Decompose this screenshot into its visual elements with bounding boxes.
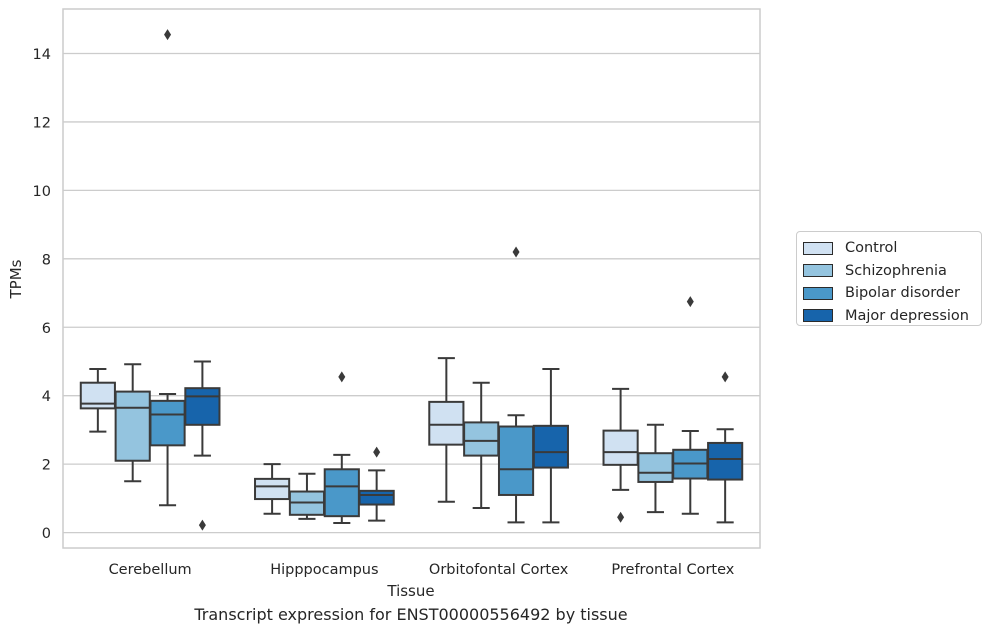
box-body (707, 441, 744, 481)
legend-swatch-schizophrenia (803, 264, 833, 278)
box-3-3 (707, 371, 744, 524)
outlier-point (512, 246, 520, 258)
legend: Control Schizophrenia Bipolar disorder M… (796, 231, 982, 326)
outlier-point (617, 511, 625, 523)
box-0-2 (149, 29, 186, 507)
outlier-point (721, 371, 729, 383)
outlier-point (164, 29, 172, 41)
box-1-1 (288, 472, 326, 520)
outlier-point (373, 446, 381, 458)
legend-item-control: Control (803, 237, 981, 260)
y-tick-labels: 0 2 4 6 8 10 12 14 (33, 47, 51, 542)
outlier-point (686, 296, 694, 308)
y-tick-label-12: 12 (33, 115, 51, 131)
box-body (184, 387, 221, 426)
box-body (602, 429, 639, 466)
x-tick-label-1: Hipppocampus (270, 562, 378, 578)
x-tick-labels: Cerebellum Hipppocampus Orbitofontal Corte… (109, 562, 735, 578)
box-0-0 (79, 368, 116, 433)
gridlines (63, 52, 760, 534)
legend-swatch-major-depression (803, 309, 833, 323)
y-tick-label-14: 14 (33, 47, 51, 63)
box-2-1 (463, 381, 500, 509)
legend-swatch-control (803, 241, 833, 255)
x-axis-label: Tissue (386, 582, 434, 600)
y-tick-label-0: 0 (42, 526, 51, 542)
box-body (149, 399, 186, 447)
plot-frame (62, 8, 761, 549)
legend-item-major-depression: Major depression (803, 305, 981, 328)
chart-caption: Transcript expression for ENST0000055649… (194, 605, 628, 624)
box-2-2 (497, 246, 535, 524)
box-body (497, 425, 535, 496)
box-body (358, 489, 395, 506)
x-tick-label-3: Prefrontal Cortex (611, 562, 734, 578)
legend-label-bipolar-disorder: Bipolar disorder (845, 285, 960, 302)
box-0-1 (114, 363, 151, 483)
box-1-0 (254, 463, 291, 515)
legend-label-major-depression: Major depression (845, 307, 969, 324)
box-body (323, 468, 360, 518)
y-tick-label-10: 10 (33, 184, 51, 200)
box-1-3 (358, 446, 395, 522)
box-body (532, 424, 569, 469)
box-body (637, 452, 674, 483)
box-3-1 (637, 423, 674, 514)
legend-label-control: Control (845, 240, 898, 257)
y-tick-label-8: 8 (42, 252, 51, 268)
x-tick-label-2: Orbitofontal Cortex (429, 562, 569, 578)
box-2-0 (428, 357, 465, 503)
y-tick-label-6: 6 (42, 321, 51, 337)
x-tick-label-0: Cerebellum (109, 562, 192, 578)
box-2-3 (532, 368, 569, 524)
y-tick-label-4: 4 (42, 389, 51, 405)
legend-label-schizophrenia: Schizophrenia (845, 262, 947, 279)
box-3-2 (672, 296, 709, 515)
box-body (428, 400, 465, 446)
outlier-point (198, 519, 206, 531)
legend-item-schizophrenia: Schizophrenia (803, 260, 981, 283)
box-body (254, 477, 291, 501)
box-body (463, 421, 500, 457)
boxes (79, 29, 744, 531)
legend-item-bipolar-disorder: Bipolar disorder (803, 282, 981, 305)
box-1-2 (323, 371, 360, 525)
box-0-3 (184, 360, 221, 531)
y-axis-label: TPMs (7, 259, 25, 299)
legend-swatch-bipolar-disorder (803, 286, 833, 300)
y-tick-label-2: 2 (42, 458, 51, 474)
outlier-point (338, 371, 346, 383)
box-body (114, 390, 151, 462)
box-3-0 (602, 387, 639, 523)
